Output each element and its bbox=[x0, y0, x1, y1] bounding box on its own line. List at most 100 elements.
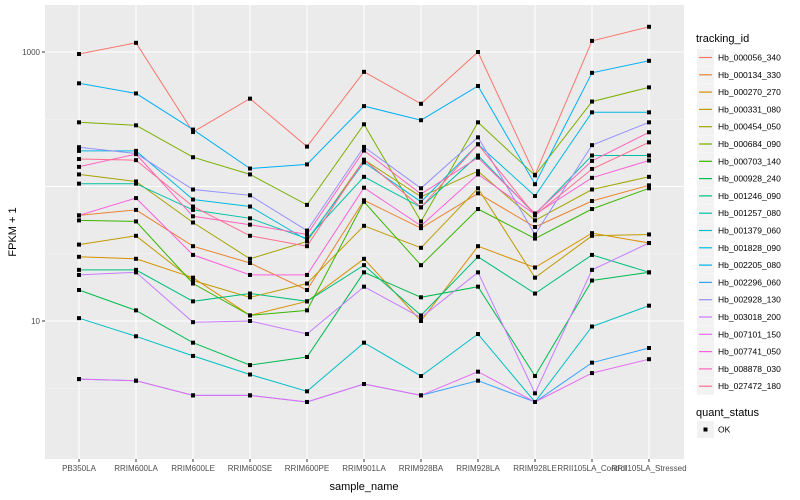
data-point bbox=[134, 158, 138, 163]
data-point bbox=[191, 275, 195, 280]
data-point bbox=[362, 256, 366, 261]
legend-label: Hb_008878_030 bbox=[718, 364, 781, 374]
data-point bbox=[419, 191, 423, 196]
x-tick-label: RRIM600SE bbox=[228, 464, 272, 473]
legend-label: Hb_000331_080 bbox=[718, 104, 781, 114]
data-point bbox=[590, 99, 594, 104]
data-point bbox=[476, 120, 480, 125]
data-point bbox=[248, 372, 252, 377]
data-point bbox=[476, 50, 480, 54]
data-point bbox=[77, 172, 81, 177]
data-point bbox=[134, 196, 138, 201]
data-point bbox=[647, 130, 651, 135]
data-point bbox=[77, 164, 81, 169]
data-point bbox=[419, 205, 423, 210]
data-point bbox=[533, 224, 537, 229]
data-point bbox=[590, 231, 594, 236]
data-point bbox=[305, 228, 309, 233]
data-point bbox=[476, 270, 480, 275]
data-point bbox=[419, 118, 423, 123]
data-point bbox=[248, 204, 252, 209]
data-point bbox=[248, 172, 252, 177]
data-point bbox=[476, 284, 480, 289]
x-axis-title: sample_name bbox=[329, 481, 398, 493]
data-point bbox=[647, 345, 651, 350]
data-point bbox=[533, 213, 537, 218]
data-point bbox=[362, 185, 366, 190]
data-point bbox=[362, 69, 366, 74]
data-point bbox=[590, 38, 594, 43]
data-point bbox=[134, 256, 138, 261]
legend-label: Hb_000703_140 bbox=[718, 156, 781, 166]
data-point bbox=[191, 197, 195, 202]
x-tick-label: RRIM928LA bbox=[456, 464, 500, 473]
legend-label: Hb_001379_060 bbox=[718, 226, 781, 236]
data-point bbox=[248, 313, 252, 318]
data-point bbox=[191, 353, 195, 358]
y-tick-label: 1000 bbox=[22, 48, 40, 57]
data-point bbox=[191, 214, 195, 219]
data-point bbox=[248, 291, 252, 296]
data-point bbox=[362, 174, 366, 179]
y-tick-label: 10 bbox=[31, 317, 40, 326]
data-point bbox=[248, 256, 252, 261]
data-point bbox=[77, 81, 81, 86]
data-point bbox=[647, 174, 651, 179]
legend-label: Hb_000454_050 bbox=[718, 122, 781, 132]
data-point bbox=[647, 85, 651, 90]
y-axis: 10 1000 bbox=[22, 48, 45, 326]
data-point bbox=[248, 319, 252, 323]
data-point bbox=[647, 357, 651, 362]
data-point bbox=[248, 393, 252, 398]
data-point bbox=[248, 166, 252, 171]
data-point bbox=[590, 252, 594, 257]
legend-label: Hb_000270_270 bbox=[718, 87, 781, 97]
x-tick-label: RRIM600LE bbox=[171, 464, 215, 473]
legend-color-title: tracking_id bbox=[696, 33, 749, 45]
x-tick-label: RRIM928BA bbox=[399, 464, 444, 473]
data-point bbox=[77, 288, 81, 293]
data-point bbox=[77, 272, 81, 277]
data-point bbox=[647, 158, 651, 163]
data-point bbox=[590, 166, 594, 171]
data-point bbox=[191, 340, 195, 345]
data-point bbox=[77, 254, 81, 259]
data-point bbox=[77, 148, 81, 153]
data-point bbox=[590, 70, 594, 75]
data-point bbox=[134, 219, 138, 224]
data-point bbox=[647, 140, 651, 145]
legend-label: Hb_007741_050 bbox=[718, 347, 781, 357]
x-tick-label: RRIM928LE bbox=[513, 464, 557, 473]
data-point bbox=[533, 193, 537, 198]
data-point bbox=[305, 238, 309, 243]
data-point bbox=[362, 382, 366, 387]
data-point bbox=[134, 334, 138, 339]
legend-label: Hb_027472_180 bbox=[718, 381, 781, 391]
data-point bbox=[647, 24, 651, 29]
data-point bbox=[134, 207, 138, 212]
data-point bbox=[419, 219, 423, 224]
legend-label: Hb_003018_200 bbox=[718, 312, 781, 322]
data-point bbox=[191, 320, 195, 325]
legend-label: Hb_000056_340 bbox=[718, 53, 781, 63]
data-point bbox=[476, 369, 480, 374]
data-point bbox=[248, 233, 252, 238]
data-point bbox=[191, 130, 195, 135]
data-point bbox=[77, 145, 81, 150]
data-point bbox=[419, 194, 423, 199]
data-point bbox=[419, 101, 423, 106]
data-point bbox=[419, 186, 423, 191]
data-point bbox=[191, 278, 195, 283]
data-point bbox=[191, 244, 195, 249]
legend-shape-label: OK bbox=[718, 425, 731, 435]
data-point bbox=[362, 284, 366, 289]
y-axis-title: FPKM + 1 bbox=[7, 207, 19, 256]
data-point bbox=[362, 144, 366, 149]
legend-items: Hb_000056_340 Hb_000134_330 Hb_000270_270 H… bbox=[697, 49, 781, 395]
data-point bbox=[305, 144, 309, 149]
data-point bbox=[533, 236, 537, 241]
data-point bbox=[476, 378, 480, 383]
data-point bbox=[77, 377, 81, 382]
data-point bbox=[590, 175, 594, 180]
